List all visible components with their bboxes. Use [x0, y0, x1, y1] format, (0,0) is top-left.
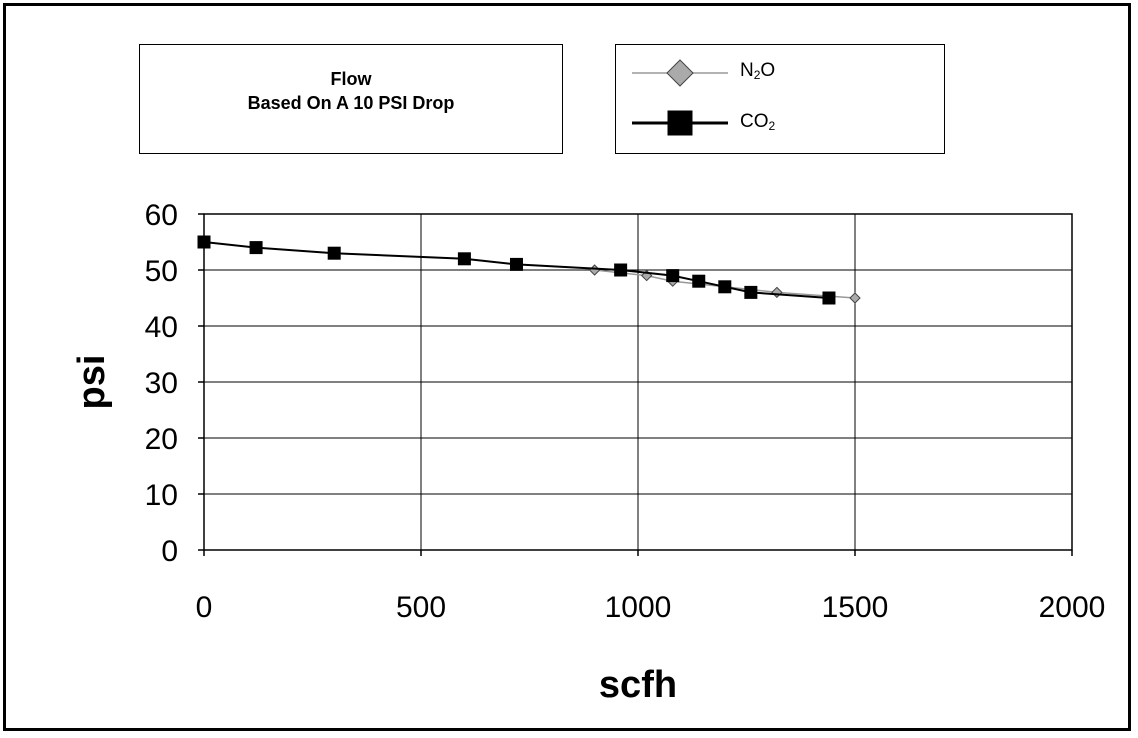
legend-label-n2o: N2O [740, 60, 776, 82]
y-tick-label: 60 [145, 199, 178, 232]
data-point-co2 [457, 252, 471, 266]
x-tick-label: 2000 [1039, 591, 1106, 624]
y-tick-label: 0 [161, 535, 178, 568]
data-point-co2 [744, 285, 758, 299]
x-tick-label: 0 [196, 591, 213, 624]
y-tick-label: 30 [145, 367, 178, 400]
x-tick-label: 500 [396, 591, 446, 624]
data-point-n2o [588, 264, 601, 276]
data-point-co2 [666, 269, 680, 283]
data-point-co2 [692, 274, 706, 288]
data-point-n2o [849, 292, 861, 304]
y-tick-label: 50 [145, 255, 178, 288]
chart-title-line2: Based On A 10 PSI Drop [247, 93, 455, 113]
legend-marker-n2o [666, 59, 694, 87]
data-point-co2 [822, 291, 836, 305]
legend-label-co2: CO2 [740, 111, 776, 133]
plot-area-border [203, 213, 1073, 551]
data-point-co2 [197, 235, 211, 249]
x-tick-label: 1500 [822, 591, 889, 624]
x-tick-label: 1000 [605, 591, 672, 624]
chart-title-line1: Flow [330, 69, 372, 89]
data-point-co2 [718, 280, 732, 294]
y-tick-label: 40 [145, 311, 178, 344]
y-tick-label: 20 [145, 423, 178, 456]
chart-frame [3, 3, 1131, 731]
data-point-co2 [614, 263, 628, 277]
y-axis-label: psi [71, 355, 113, 410]
y-tick-label: 10 [145, 479, 178, 512]
data-point-co2 [509, 257, 523, 271]
data-point-n2o [771, 286, 783, 299]
x-axis-label: scfh [599, 664, 677, 706]
legend-marker-co2 [667, 110, 693, 136]
data-point-co2 [249, 241, 263, 255]
chart-title-box: Flow Based On A 10 PSI Drop [139, 44, 563, 154]
legend-box [615, 44, 945, 154]
data-point-co2 [327, 246, 341, 260]
